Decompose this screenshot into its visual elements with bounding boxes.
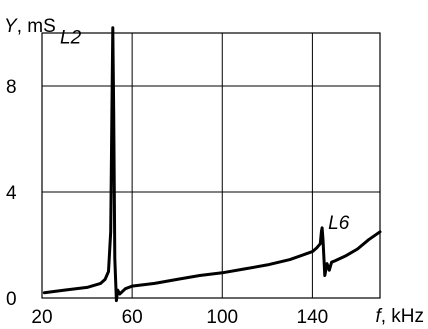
plot-frame (41, 32, 381, 299)
x-tick-label: 20 (31, 307, 52, 328)
annotation-l6: L6 (328, 213, 350, 234)
tick-labels: 20 60 100 140 0 4 8 (6, 77, 328, 328)
x-tick-label: 60 (122, 307, 143, 328)
y-axis-label: Y, mS (4, 16, 56, 37)
series-line (42, 26, 382, 303)
x-tick-label: 140 (297, 307, 329, 328)
grid-lines (42, 33, 380, 298)
y-tick-label: 4 (6, 183, 17, 204)
annotations: L2 L6 (60, 28, 350, 235)
x-axis-label: f, kHz (375, 306, 424, 327)
x-tick-label: 100 (206, 307, 238, 328)
y-tick-label: 8 (6, 77, 17, 98)
annotation-l2: L2 (60, 28, 82, 49)
y-tick-label: 0 (6, 289, 17, 310)
